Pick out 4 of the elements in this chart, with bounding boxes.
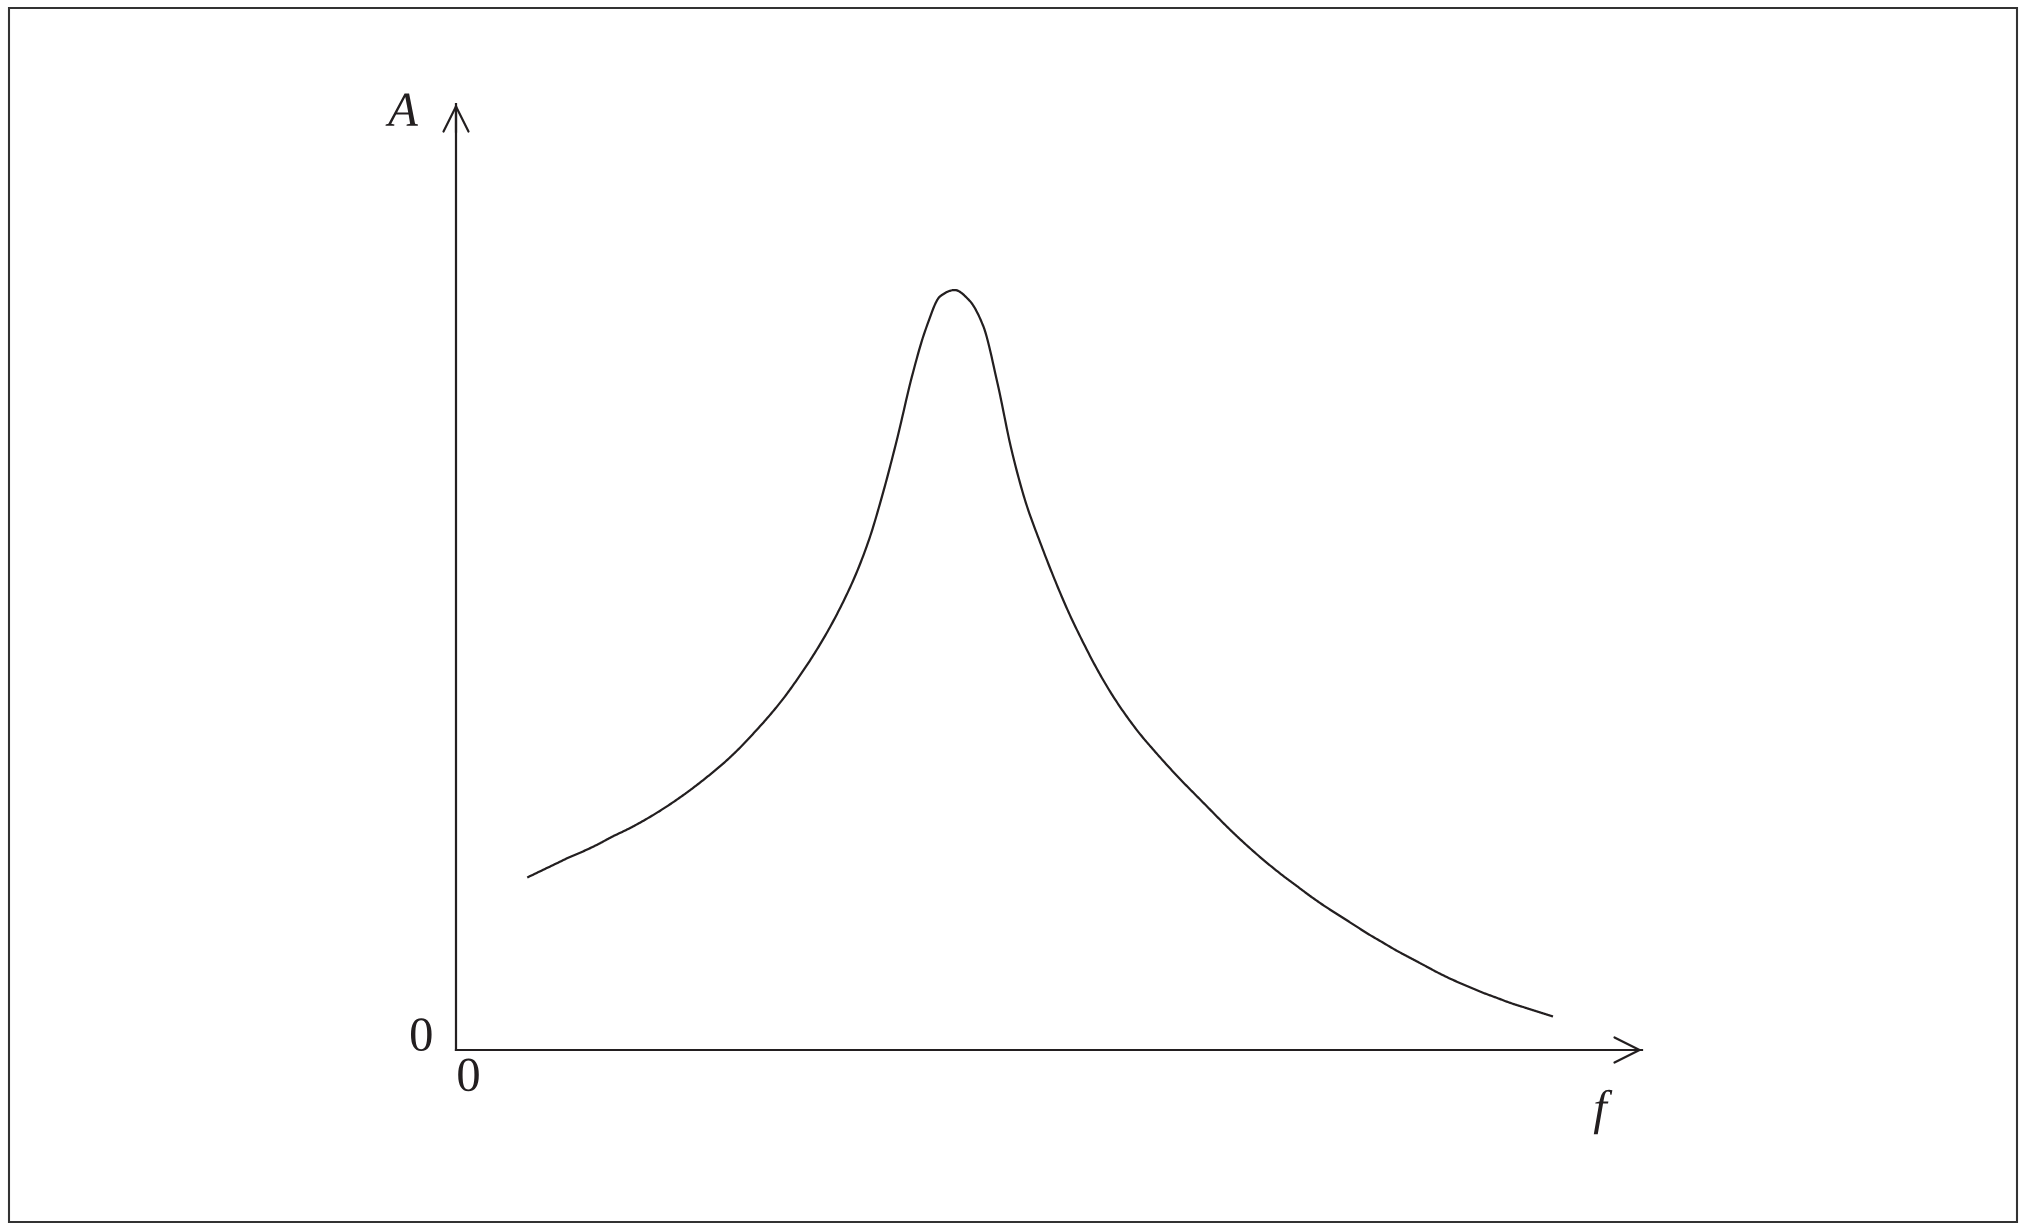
y-axis-title: A (385, 93, 419, 126)
text: 0 (410, 1018, 432, 1052)
text: 0 (458, 1058, 479, 1092)
x-axis-title: f (1593, 1089, 1613, 1135)
